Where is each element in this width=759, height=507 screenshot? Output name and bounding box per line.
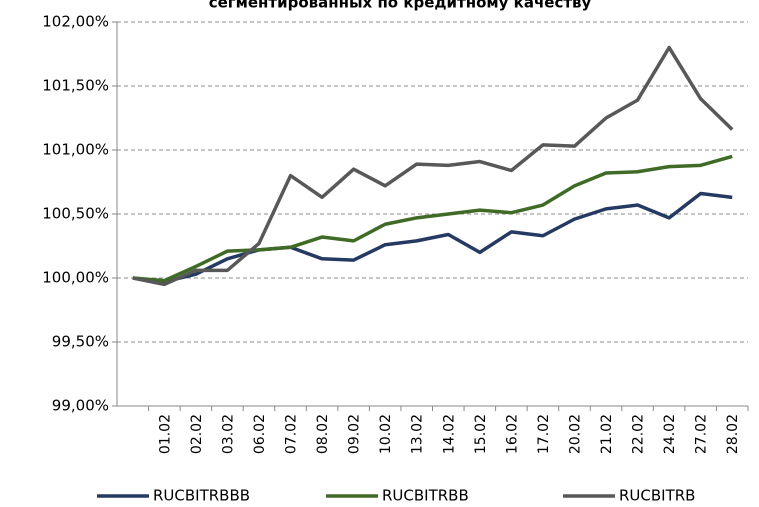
y-tick-label: 102,00% — [42, 13, 109, 31]
x-tick-label: 21.02 — [599, 414, 615, 454]
x-tick-label: 09.02 — [347, 414, 363, 454]
x-tick-label: 01.02 — [157, 414, 173, 454]
legend-label: RUCBITRB — [619, 487, 695, 505]
x-tick-label: 13.02 — [410, 414, 426, 454]
x-tick-label: 28.02 — [725, 414, 741, 454]
x-tick-label: 10.02 — [378, 414, 394, 454]
y-tick-label: 101,00% — [42, 141, 109, 159]
legend-label: RUCBITRBBB — [153, 487, 250, 505]
x-tick-label: 17.02 — [536, 414, 552, 454]
x-tick-label: 06.02 — [252, 414, 268, 454]
series-line — [132, 45, 734, 287]
chart-title: сегментированных по кредитному качеству — [209, 0, 592, 12]
x-tick-label: 27.02 — [694, 414, 710, 454]
x-tick-label: 15.02 — [473, 414, 489, 454]
y-tick-label: 100,00% — [42, 269, 109, 287]
x-tick-label: 24.02 — [662, 414, 678, 454]
y-tick-label: 101,50% — [42, 77, 109, 95]
x-tick-label: 08.02 — [315, 414, 331, 454]
legend-label: RUCBITRBB — [382, 487, 469, 505]
series-line — [132, 154, 733, 283]
y-tick-label: 99,00% — [52, 397, 109, 415]
y-tick-label: 100,50% — [42, 205, 109, 223]
x-tick-label: 14.02 — [441, 414, 457, 454]
x-tick-label: 02.02 — [189, 414, 205, 454]
x-tick-label: 03.02 — [220, 414, 236, 454]
x-tick-label: 16.02 — [504, 414, 520, 454]
x-tick-label: 07.02 — [284, 414, 300, 454]
series-line — [132, 191, 733, 284]
x-tick-label: 20.02 — [567, 414, 583, 454]
x-tick-label: 22.02 — [631, 414, 647, 454]
y-tick-label: 99,50% — [52, 333, 109, 351]
